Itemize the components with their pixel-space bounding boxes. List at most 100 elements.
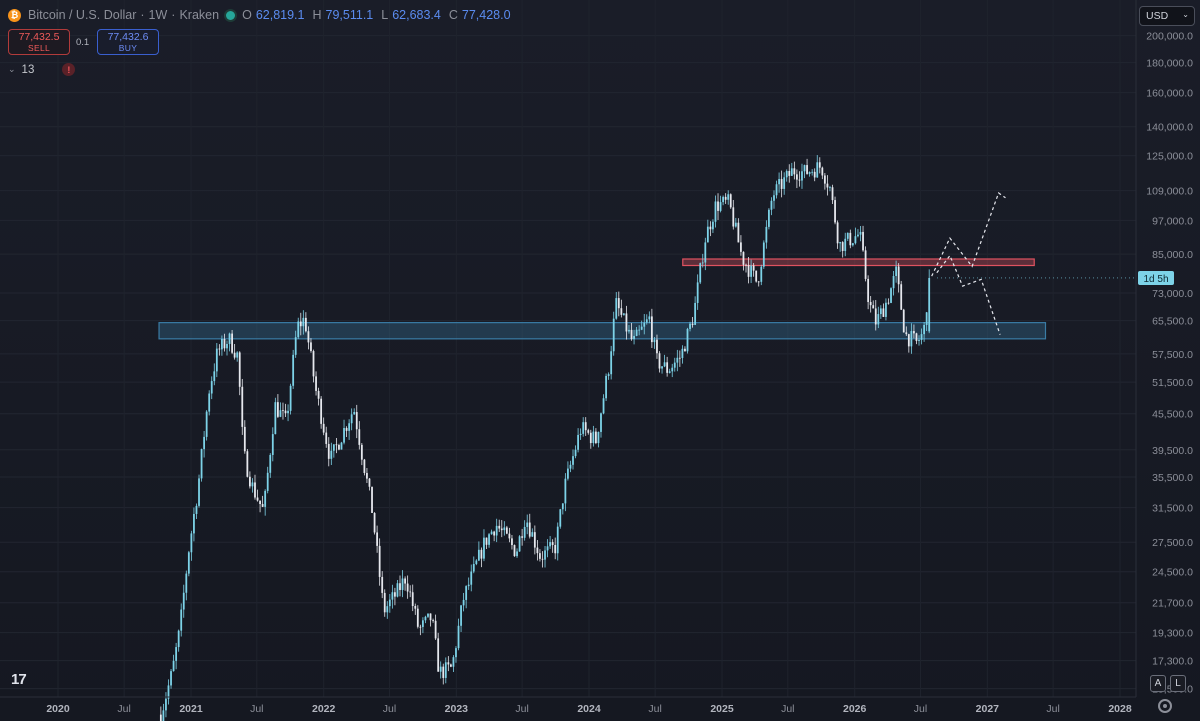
candle-body [722, 196, 725, 203]
candle-body [432, 620, 434, 621]
price-tick-label: 180,000.0 [1146, 58, 1193, 70]
candle-body [564, 478, 567, 504]
candle-body [699, 263, 702, 283]
candle-body [834, 200, 836, 223]
candle-body [597, 431, 600, 444]
candle-body [714, 201, 717, 222]
candle-body [279, 410, 282, 417]
candle-body [846, 232, 849, 239]
candle-body [801, 171, 803, 181]
candle-body [811, 171, 814, 173]
candle-body [768, 209, 770, 227]
error-icon[interactable]: ! [62, 63, 76, 76]
low-key: L [381, 8, 389, 22]
candle-body [559, 509, 562, 527]
candle-body [366, 472, 368, 479]
time-tick-label: 2023 [445, 703, 469, 715]
interval-label[interactable]: 1W [148, 8, 168, 22]
candle-body [770, 200, 773, 210]
candle-body [653, 339, 656, 343]
candle-body [663, 362, 666, 367]
candle-body [411, 592, 414, 607]
candle-body [276, 402, 279, 417]
candle-body [694, 302, 697, 325]
candle-body [857, 234, 859, 237]
candle-body [841, 242, 844, 251]
candle-body [320, 398, 323, 424]
buy-button[interactable]: 77,432.6 BUY [97, 29, 159, 55]
close-value: 77,428.0 [461, 8, 511, 22]
candle-body [676, 357, 679, 363]
candle-body [294, 337, 297, 355]
candle-body [561, 503, 564, 510]
candle-body [778, 179, 780, 185]
candle-body [376, 532, 379, 546]
candle-body [449, 664, 452, 667]
symbol-name[interactable]: Bitcoin / U.S. Dollar [28, 8, 137, 22]
candle-body [485, 537, 488, 545]
sell-button[interactable]: 77,432.5 SELL [8, 29, 70, 55]
candle-body [439, 666, 442, 672]
candle-body [656, 339, 658, 354]
candle-body [851, 243, 854, 246]
indicator-count: 13 [21, 63, 35, 76]
candle-body [493, 531, 496, 536]
order-quantity[interactable]: 0.1 [76, 37, 90, 48]
candle-body [175, 647, 178, 661]
candle-body [483, 537, 485, 559]
candle-body [589, 432, 592, 444]
candle-body [358, 429, 361, 445]
candle-body [419, 626, 422, 628]
auto-scale-button[interactable]: A [1150, 675, 1166, 692]
candle-body [533, 532, 536, 548]
candle-body [628, 329, 630, 332]
candle-body [429, 613, 432, 621]
candle-body [625, 313, 628, 332]
price-tick-label: 51,500.0 [1152, 377, 1193, 389]
candle-body [905, 332, 908, 335]
candle-body [895, 266, 898, 276]
indicators-toggle[interactable]: ⌄ 13 ! [8, 63, 76, 76]
candle-body [829, 187, 831, 189]
candle-body [783, 177, 786, 189]
candle-body [180, 609, 183, 631]
open-key: O [242, 8, 252, 22]
candle-body [213, 371, 216, 382]
candle-body [513, 545, 516, 557]
chevron-down-icon: ⌄ [8, 64, 16, 74]
candle-body [872, 305, 875, 309]
settings-icon[interactable] [1158, 699, 1172, 713]
candle-body [757, 281, 760, 283]
candle-body [874, 308, 877, 325]
candle-body [839, 242, 842, 244]
candle-body [742, 251, 745, 265]
open-value: 62,819.1 [255, 8, 305, 22]
candle-body [864, 250, 867, 279]
candle-body [170, 671, 172, 686]
candle-body [750, 265, 752, 277]
candle-body [516, 551, 518, 557]
log-scale-button[interactable]: L [1170, 675, 1186, 692]
time-tick-label: Jul [117, 703, 130, 715]
time-tick-label: 2026 [843, 703, 867, 715]
candle-body [302, 317, 305, 327]
candle-body [335, 444, 338, 446]
candle-body [437, 638, 440, 672]
currency-select[interactable]: USD ⌄ [1139, 6, 1195, 26]
candle-body [648, 316, 651, 320]
candle-body [195, 505, 198, 514]
candle-body [221, 339, 223, 350]
chevron-down-icon: ⌄ [1182, 10, 1189, 19]
candle-body [831, 187, 834, 201]
candle-body [567, 468, 569, 479]
candle-body [760, 266, 763, 282]
candle-body [371, 486, 373, 513]
candle-body [724, 196, 727, 200]
candle-body [218, 348, 221, 350]
candle-body [706, 226, 709, 243]
candle-body [177, 630, 180, 648]
candle-body [394, 592, 396, 597]
candle-body [355, 412, 358, 430]
